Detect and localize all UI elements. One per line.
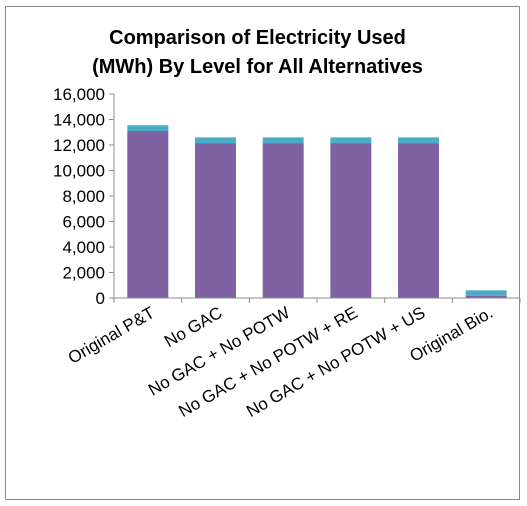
y-tick-label: 0 [96, 289, 105, 308]
y-tick-label: 2,000 [62, 264, 105, 283]
chart-title-line-1: Comparison of Electricity Used [109, 27, 406, 49]
bar-segment [195, 137, 236, 144]
bar-segment [330, 137, 372, 144]
y-tick-label: 10,000 [53, 162, 105, 181]
bar-segment [465, 290, 507, 296]
bar-segment [465, 295, 507, 298]
bar-segment [262, 137, 304, 144]
bar-segment [195, 143, 236, 298]
y-tick-label: 14,000 [53, 111, 105, 130]
y-tick-label: 4,000 [62, 238, 105, 257]
y-tick-label: 12,000 [53, 136, 105, 155]
bar-segment [127, 130, 169, 298]
bar-segment [398, 137, 439, 144]
y-tick-label: 8,000 [62, 187, 105, 206]
chart-title-line-2: (MWh) By Level for All Alternatives [92, 56, 423, 78]
bar-segment [262, 143, 304, 298]
bar-segment [398, 143, 439, 298]
x-tick-label: Original P&T [65, 303, 158, 368]
y-tick-label: 16,000 [53, 85, 105, 104]
y-tick-label: 6,000 [62, 213, 105, 232]
bar-segment [127, 125, 169, 131]
bar-segment [330, 143, 372, 298]
